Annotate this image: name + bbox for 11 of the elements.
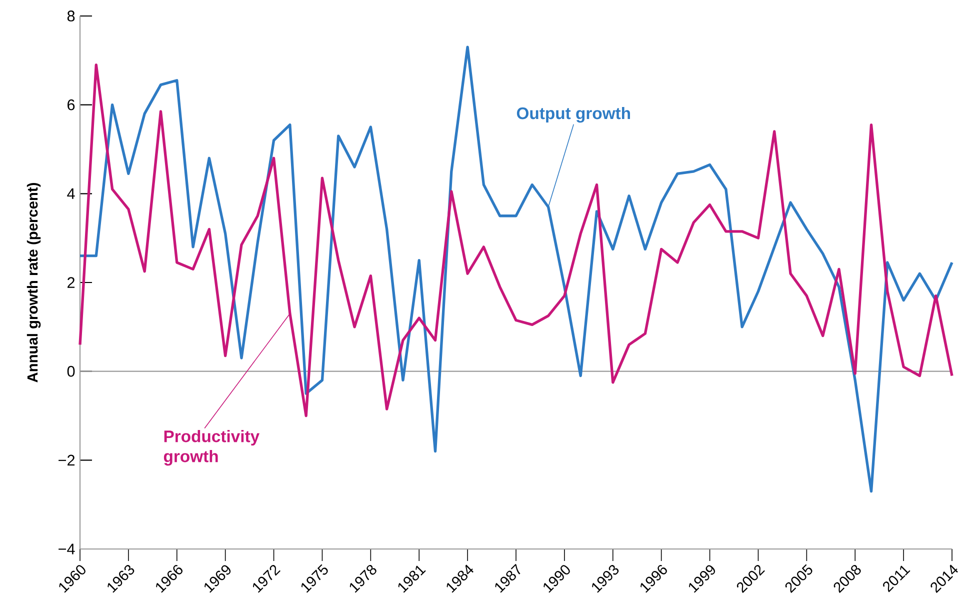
annotation: Productivity growth [164,430,260,466]
y-tick-label: 4 [67,188,75,199]
y-tick-label: −4 [58,544,75,554]
y-tick-label: 6 [68,99,75,110]
y-axis-title: Annual growth rate (percent) [26,183,41,382]
annotation: Output growth [516,106,630,123]
y-tick-label: −2 [58,454,75,466]
y-tick-label: 2 [68,277,75,288]
line-series [78,46,954,493]
y-tick-label: 0 [67,366,75,377]
y-tick-label: 8 [67,10,75,22]
